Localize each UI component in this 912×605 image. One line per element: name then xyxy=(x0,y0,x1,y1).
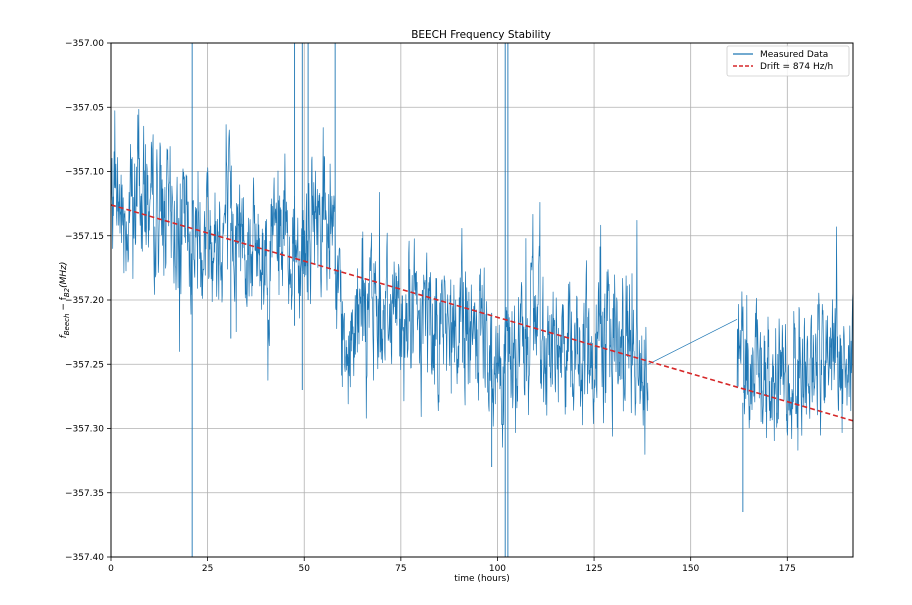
drift-line xyxy=(110,204,854,422)
y-axis-title-sub2: B2 xyxy=(63,287,71,297)
measured-data-segment-2 xyxy=(736,226,854,451)
y-tick-label: −357.30 xyxy=(65,425,104,435)
x-tick-label: 50 xyxy=(299,564,311,574)
y-tick-label: −357.15 xyxy=(65,232,104,242)
measured-data-segment-0 xyxy=(110,108,649,455)
y-axis-title-mid: − f xyxy=(59,296,69,313)
x-tick-label: 75 xyxy=(395,564,406,574)
x-tick-label: 0 xyxy=(108,564,114,574)
x-tick-label: 100 xyxy=(489,564,506,574)
y-axis-title-f1: f xyxy=(59,333,69,338)
legend-drift-label: Drift = 874 Hz/h xyxy=(760,62,833,72)
y-tick-label: −357.25 xyxy=(65,360,104,370)
y-tick-label: −357.20 xyxy=(65,296,104,306)
measured-data-segment-1 xyxy=(648,318,738,365)
legend: Measured Data Drift = 874 Hz/h xyxy=(726,45,850,77)
chart-title: BEECH Frequency Stability xyxy=(411,29,551,41)
x-tick-label: 150 xyxy=(682,564,699,574)
legend-box xyxy=(726,45,850,77)
y-tick-label: −357.05 xyxy=(65,103,104,113)
data-layer xyxy=(110,43,854,557)
y-axis-title-sub1: Beech xyxy=(63,314,71,336)
y-axis-title-unit: (MHz) xyxy=(59,262,69,288)
x-tick-label: 175 xyxy=(779,564,796,574)
y-tick-label: −357.10 xyxy=(65,168,104,178)
y-axis-title: fBeech − fB2(MHz) xyxy=(59,262,71,339)
axes: 0 25 50 75 100 125 150 175 −357.40 −357.35 −357.30… xyxy=(65,39,796,574)
y-tick-label: −357.00 xyxy=(65,39,104,49)
x-tick-label: 25 xyxy=(202,564,213,574)
y-tick-label: −357.40 xyxy=(65,553,104,563)
x-tick-label: 125 xyxy=(585,564,602,574)
legend-measured-label: Measured Data xyxy=(760,50,828,60)
y-tick-label: −357.35 xyxy=(65,489,104,499)
x-axis-title: time (hours) xyxy=(454,574,510,584)
